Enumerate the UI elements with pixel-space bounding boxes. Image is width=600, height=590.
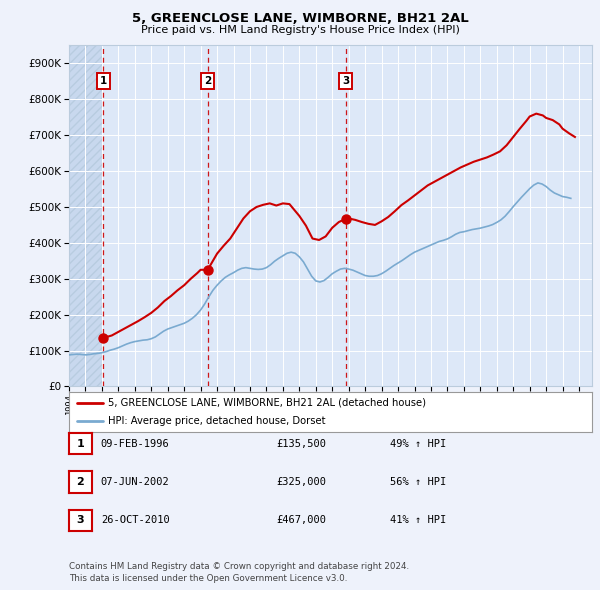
- Text: 2: 2: [204, 76, 211, 86]
- Text: 26-OCT-2010: 26-OCT-2010: [101, 516, 170, 525]
- Bar: [69, 45, 103, 386]
- Text: 41% ↑ HPI: 41% ↑ HPI: [390, 516, 446, 525]
- Text: £467,000: £467,000: [276, 516, 326, 525]
- Text: 3: 3: [77, 516, 84, 525]
- Text: 3: 3: [342, 76, 349, 86]
- Text: 56% ↑ HPI: 56% ↑ HPI: [390, 477, 446, 487]
- Text: 07-JUN-2002: 07-JUN-2002: [101, 477, 170, 487]
- Text: 09-FEB-1996: 09-FEB-1996: [101, 439, 170, 448]
- Text: £325,000: £325,000: [276, 477, 326, 487]
- Text: 49% ↑ HPI: 49% ↑ HPI: [390, 439, 446, 448]
- Text: 5, GREENCLOSE LANE, WIMBORNE, BH21 2AL (detached house): 5, GREENCLOSE LANE, WIMBORNE, BH21 2AL (…: [108, 398, 426, 408]
- Text: £135,500: £135,500: [276, 439, 326, 448]
- Text: 1: 1: [100, 76, 107, 86]
- Text: 2: 2: [77, 477, 84, 487]
- Text: Price paid vs. HM Land Registry's House Price Index (HPI): Price paid vs. HM Land Registry's House …: [140, 25, 460, 35]
- Text: 1: 1: [77, 439, 84, 448]
- Text: Contains HM Land Registry data © Crown copyright and database right 2024.
This d: Contains HM Land Registry data © Crown c…: [69, 562, 409, 583]
- Text: 5, GREENCLOSE LANE, WIMBORNE, BH21 2AL: 5, GREENCLOSE LANE, WIMBORNE, BH21 2AL: [131, 12, 469, 25]
- Text: HPI: Average price, detached house, Dorset: HPI: Average price, detached house, Dors…: [108, 416, 326, 426]
